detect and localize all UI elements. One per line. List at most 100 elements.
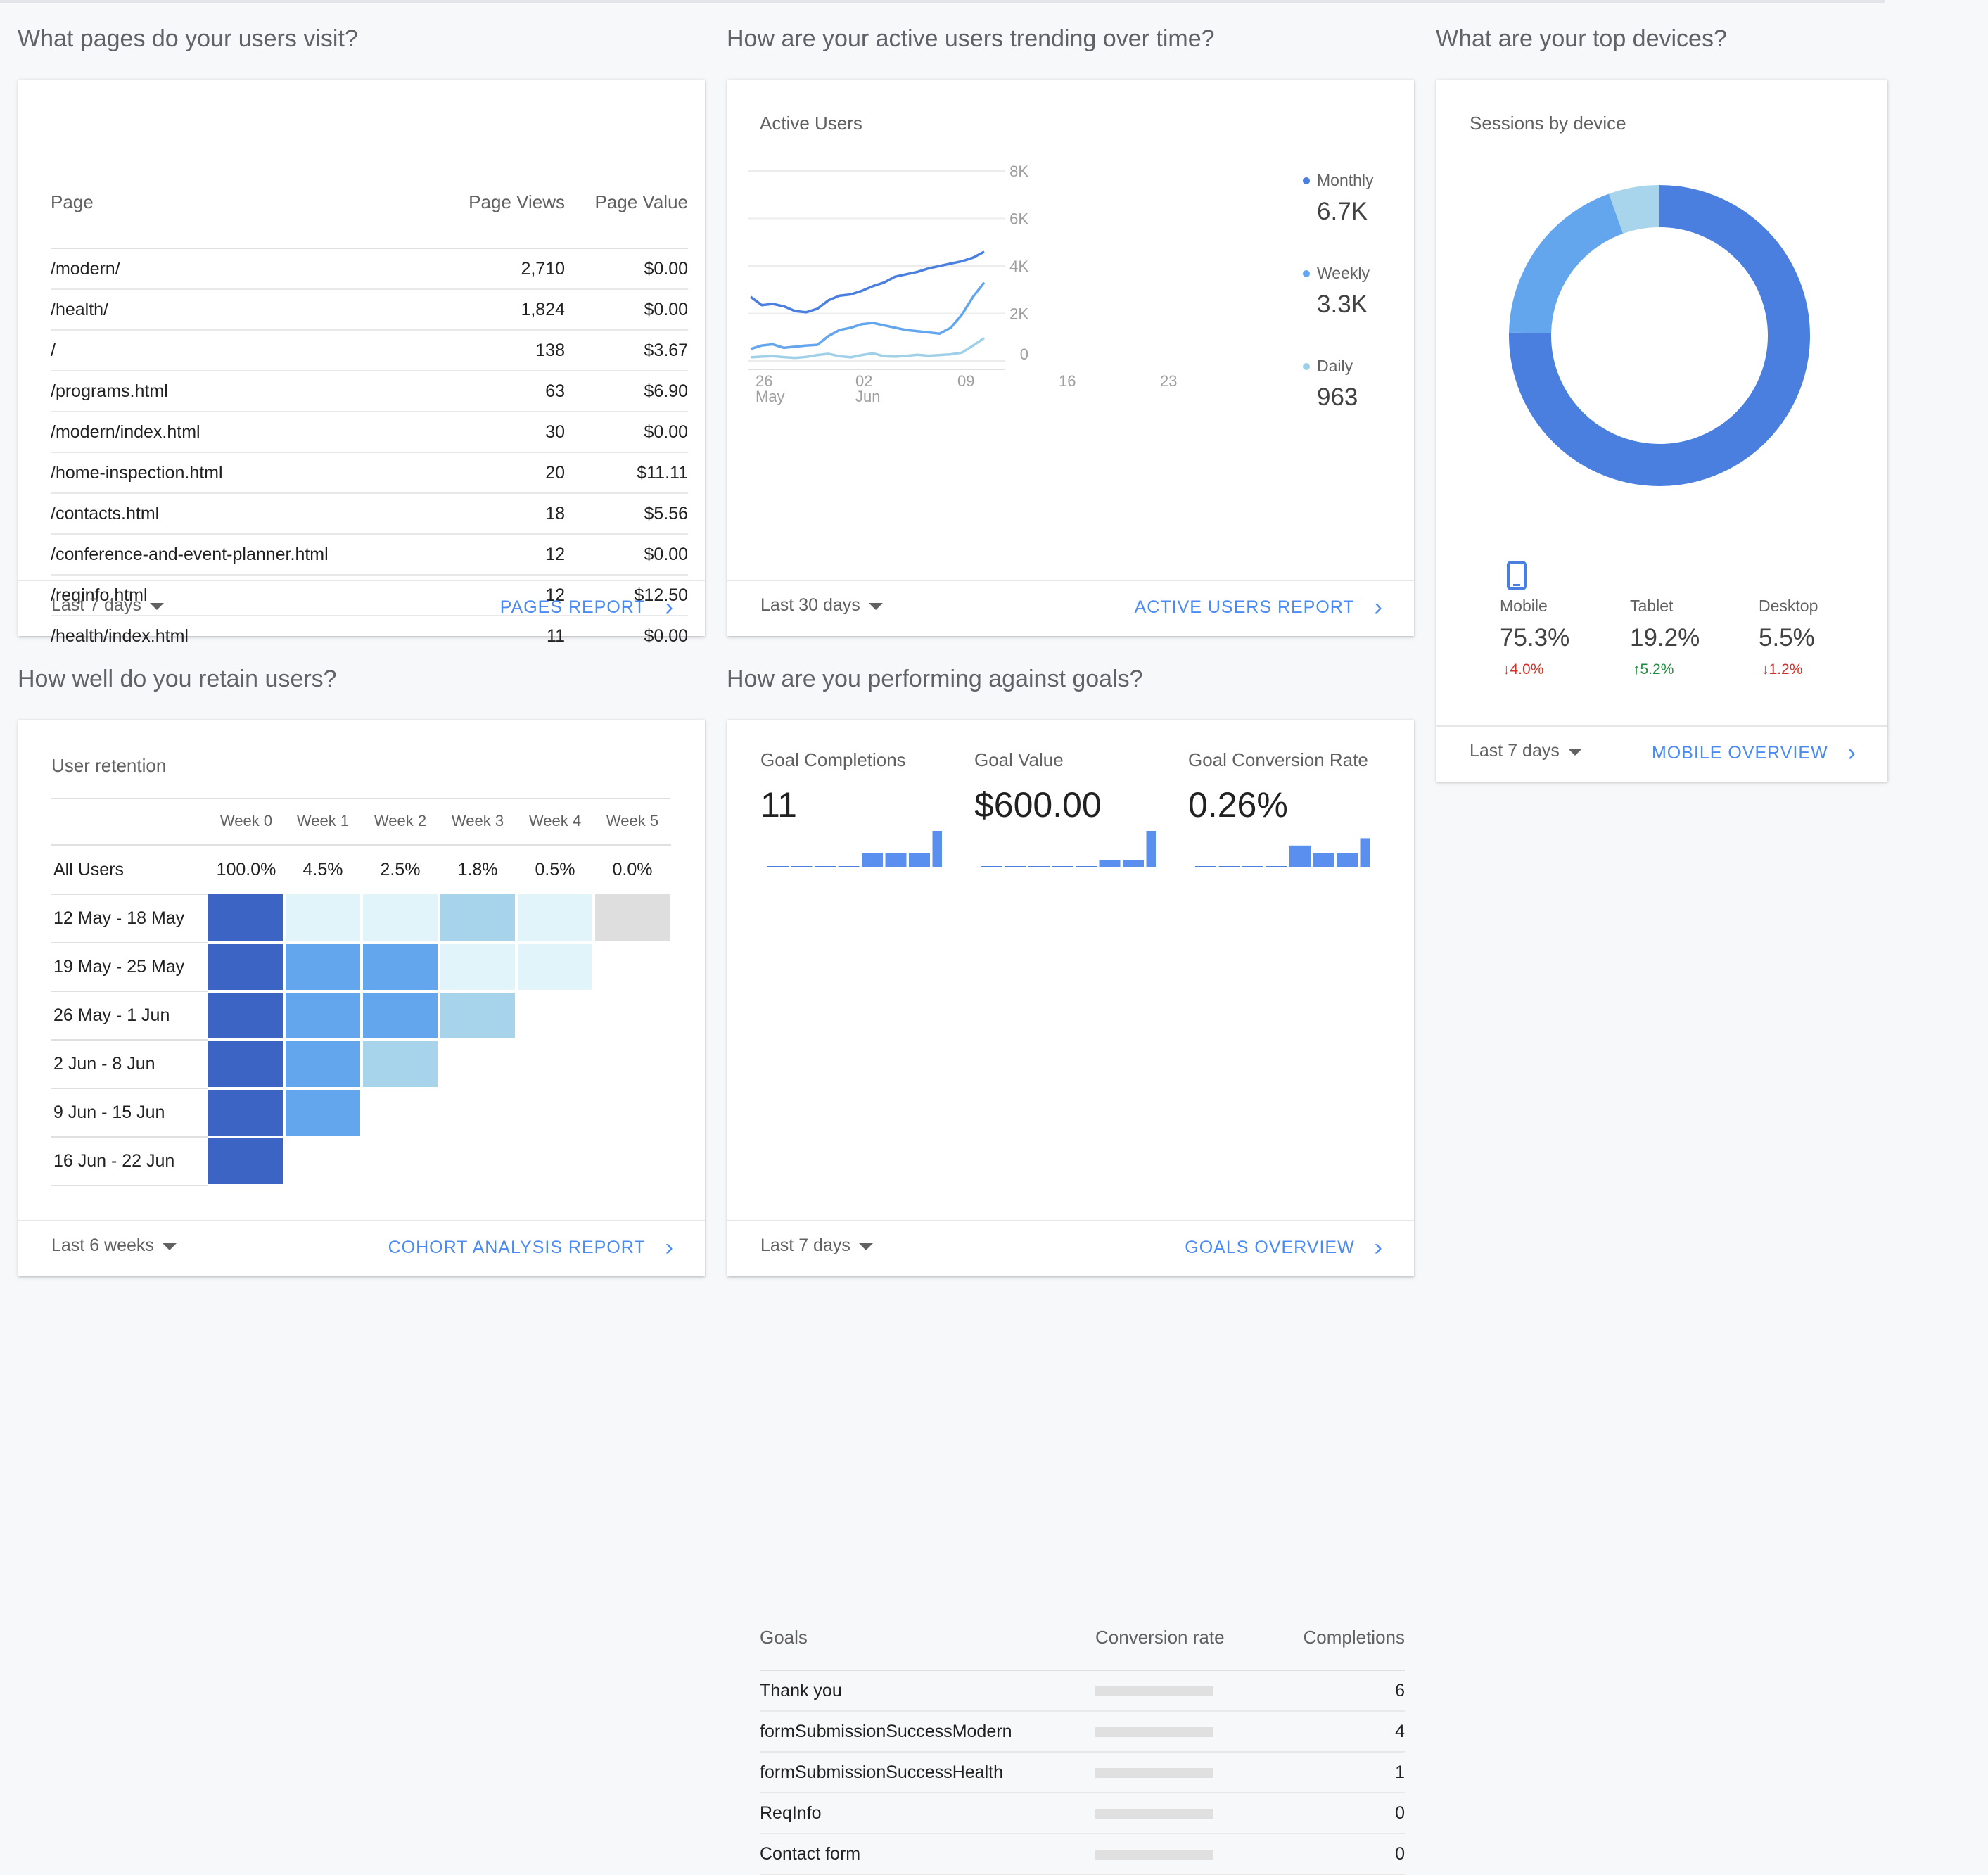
goals-range-dropdown[interactable]: Last 7 days (760, 1235, 873, 1256)
page-value-cell: $11.11 (565, 452, 688, 493)
device-change-value: 1.2% (1769, 661, 1803, 678)
pages-range-dropdown[interactable]: Last 7 days (51, 595, 164, 616)
retention-cell[interactable] (362, 1040, 440, 1090)
completions-cell: 4 (1264, 1711, 1405, 1753)
retention-cell (516, 991, 595, 1041)
col-header-completions[interactable]: Completions (1264, 1605, 1405, 1671)
week-header: Week 2 (362, 798, 439, 846)
col-header-page[interactable]: Page (51, 180, 431, 249)
retention-cell (516, 1137, 595, 1187)
retention-range-dropdown[interactable]: Last 6 weeks (51, 1235, 177, 1256)
device-change: ↓4.0% (1503, 661, 1543, 678)
mobile-overview-link[interactable]: MOBILE OVERVIEW › (1652, 741, 1856, 765)
goal-row[interactable]: Contact form 0 (760, 1833, 1405, 1875)
device-name-mobile: Mobile (1500, 597, 1548, 615)
table-row[interactable]: /138 $3.67 (51, 329, 688, 371)
col-header-page-views[interactable]: Page Views (431, 180, 565, 249)
spark-bar (1123, 860, 1144, 867)
spark-bar (1005, 866, 1026, 867)
goal-row[interactable]: formSubmissionSuccessHealth 1 (760, 1752, 1405, 1793)
retention-cell[interactable] (208, 1137, 286, 1187)
table-row[interactable]: /health/index.html 11 $0.00 (51, 615, 688, 656)
retention-cell[interactable] (516, 943, 595, 993)
active-users-card: Active Users 8K 6K 4K 2K 0 26 May 02 Jun 09 16 23 M… (727, 80, 1414, 636)
section-title-retention: How well do you retain users? (18, 666, 337, 692)
device-percent: 5.5% (1759, 624, 1815, 652)
retention-cell[interactable] (208, 991, 286, 1041)
all-users-value: 100.0% (216, 860, 276, 879)
table-row[interactable]: /programs.html 63 $6.90 (51, 370, 688, 412)
goal-metric-label: Goal Completions (760, 749, 906, 770)
goal-sparkline (767, 831, 942, 867)
retention-cell[interactable] (362, 943, 440, 993)
page-views-cell: 138 (431, 329, 565, 371)
cohort-label: 26 May - 1 Jun (51, 991, 208, 1041)
legend-item-monthly[interactable]: Monthly (1303, 171, 1374, 190)
week-header: Week 4 (516, 798, 594, 846)
retention-cell[interactable] (362, 894, 440, 944)
pages-report-link[interactable]: PAGES REPORT › (500, 595, 674, 619)
goal-row[interactable]: Thank you 6 (760, 1670, 1405, 1712)
table-row[interactable]: /conference-and-event-planner.html 12 $0.0… (51, 533, 688, 575)
retention-cell[interactable] (439, 943, 518, 993)
retention-cell[interactable] (284, 1040, 363, 1090)
devices-range-dropdown[interactable]: Last 7 days (1470, 741, 1582, 761)
table-row[interactable]: /health/1,824 $0.00 (51, 288, 688, 330)
retention-cell (594, 943, 673, 993)
retention-cell[interactable] (284, 894, 363, 944)
legend-item-weekly[interactable]: Weekly (1303, 264, 1370, 283)
table-row[interactable]: /modern/2,710 $0.00 (51, 248, 688, 289)
retention-cell[interactable] (439, 991, 518, 1041)
page-path-cell: /home-inspection.html (51, 452, 431, 493)
retention-cell[interactable] (208, 894, 286, 944)
retention-cell (516, 1088, 595, 1138)
col-header-conversion-rate[interactable]: Conversion rate (1095, 1605, 1264, 1671)
legend-label: Daily (1317, 357, 1353, 375)
legend-item-daily[interactable]: Daily (1303, 357, 1353, 376)
pages-card-footer: Last 7 days PAGES REPORT › (18, 580, 705, 636)
conversion-rate-bar (1095, 1849, 1213, 1860)
conversion-rate-cell (1095, 1670, 1264, 1712)
page-value-cell: $3.67 (565, 329, 688, 371)
retention-cell[interactable] (208, 1088, 286, 1138)
active-card-footer: Last 30 days ACTIVE USERS REPORT › (727, 580, 1414, 636)
retention-cell[interactable] (284, 943, 363, 993)
retention-cell[interactable] (362, 991, 440, 1041)
page-path-cell: /conference-and-event-planner.html (51, 533, 431, 575)
retention-cell (362, 1137, 440, 1187)
table-row[interactable]: /home-inspection.html 20 $11.11 (51, 452, 688, 493)
retention-cell[interactable] (284, 1088, 363, 1138)
page-views-cell: 11 (431, 615, 565, 656)
goals-overview-link[interactable]: GOALS OVERVIEW › (1185, 1235, 1383, 1259)
table-row[interactable]: /modern/index.html 30 $0.00 (51, 411, 688, 452)
goals-card: Goal Completions 11 Goal Value $600.00 Goal … (727, 720, 1414, 1875)
table-row[interactable]: /contacts.html 18 $5.56 (51, 492, 688, 534)
range-label: Last 7 days (1470, 741, 1560, 761)
retention-cell[interactable] (516, 894, 595, 944)
x-tick-label: 16 (1059, 372, 1076, 390)
devices-card-footer: Last 7 days MOBILE OVERVIEW › (1436, 725, 1887, 782)
conversion-rate-bar (1095, 1808, 1213, 1819)
active-users-report-link[interactable]: ACTIVE USERS REPORT › (1135, 595, 1383, 619)
retention-cell[interactable] (208, 1040, 286, 1090)
goal-row[interactable]: formSubmissionSuccessModern 4 (760, 1711, 1405, 1753)
chevron-right-icon: › (1374, 594, 1383, 621)
device-change-value: 5.2% (1640, 661, 1674, 678)
col-header-goals[interactable]: Goals (760, 1605, 1095, 1671)
retention-cell[interactable] (594, 894, 673, 944)
active-range-dropdown[interactable]: Last 30 days (760, 595, 883, 616)
legend-label: Monthly (1317, 171, 1374, 189)
donut-slice-desktop[interactable] (1509, 185, 1810, 486)
cohort-label: 19 May - 25 May (51, 943, 208, 992)
retention-cell[interactable] (284, 991, 363, 1041)
range-label: Last 7 days (51, 595, 141, 615)
x-tick-sublabel: Jun (855, 388, 880, 405)
retention-cell[interactable] (439, 894, 518, 944)
top-divider (0, 0, 1885, 3)
col-header-page-value[interactable]: Page Value (565, 180, 688, 249)
cohort-analysis-report-link[interactable]: COHORT ANALYSIS REPORT › (388, 1235, 674, 1259)
cohort-label: 12 May - 18 May (51, 894, 208, 943)
retention-cell[interactable] (208, 943, 286, 993)
goal-row[interactable]: ReqInfo 0 (760, 1793, 1405, 1834)
cohort-row: 9 Jun - 15 Jun (51, 1088, 673, 1138)
